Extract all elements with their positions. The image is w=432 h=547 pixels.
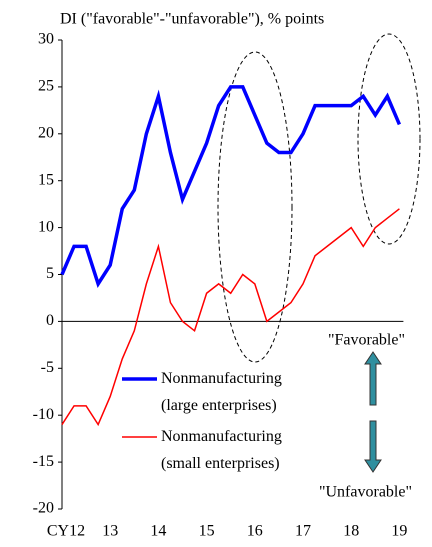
x-tick-label: 13	[102, 523, 118, 540]
x-tick-label: 15	[199, 523, 215, 540]
y-tick-label: 25	[38, 78, 54, 95]
y-tick-label: 20	[38, 124, 54, 141]
x-tick-label: 17	[295, 523, 311, 540]
highlight-ellipse	[217, 51, 293, 363]
legend-label: Nonmanufacturing (large enterprises)	[161, 370, 282, 414]
down-arrow	[364, 420, 382, 473]
x-tick-label: 14	[150, 523, 166, 540]
y-tick-label: 0	[46, 312, 54, 329]
x-tick-label: CY12	[47, 523, 85, 540]
y-tick-label: -20	[33, 500, 54, 517]
y-tick-label: 5	[46, 265, 54, 282]
x-tick-label: 19	[391, 523, 407, 540]
legend-label: Nonmanufacturing (small enterprises)	[161, 428, 282, 472]
up-arrow	[364, 351, 382, 406]
chart-title: DI ("favorable"-"unfavorable"), % points	[60, 11, 324, 28]
series-line	[61, 208, 400, 427]
highlight-ellipse	[357, 33, 421, 245]
y-tick-label: -5	[41, 359, 54, 376]
x-tick-label: 16	[247, 523, 263, 540]
y-tick-label: 10	[38, 218, 54, 235]
annotation: "Unfavorable"	[319, 484, 412, 501]
y-tick-label: -10	[33, 406, 54, 423]
y-tick-label: -15	[33, 453, 54, 470]
y-tick-label: 15	[38, 171, 54, 188]
x-tick-label: 18	[343, 523, 359, 540]
annotation: "Favorable"	[328, 332, 405, 349]
series-line	[60, 85, 402, 288]
y-tick-label: 30	[38, 31, 54, 48]
